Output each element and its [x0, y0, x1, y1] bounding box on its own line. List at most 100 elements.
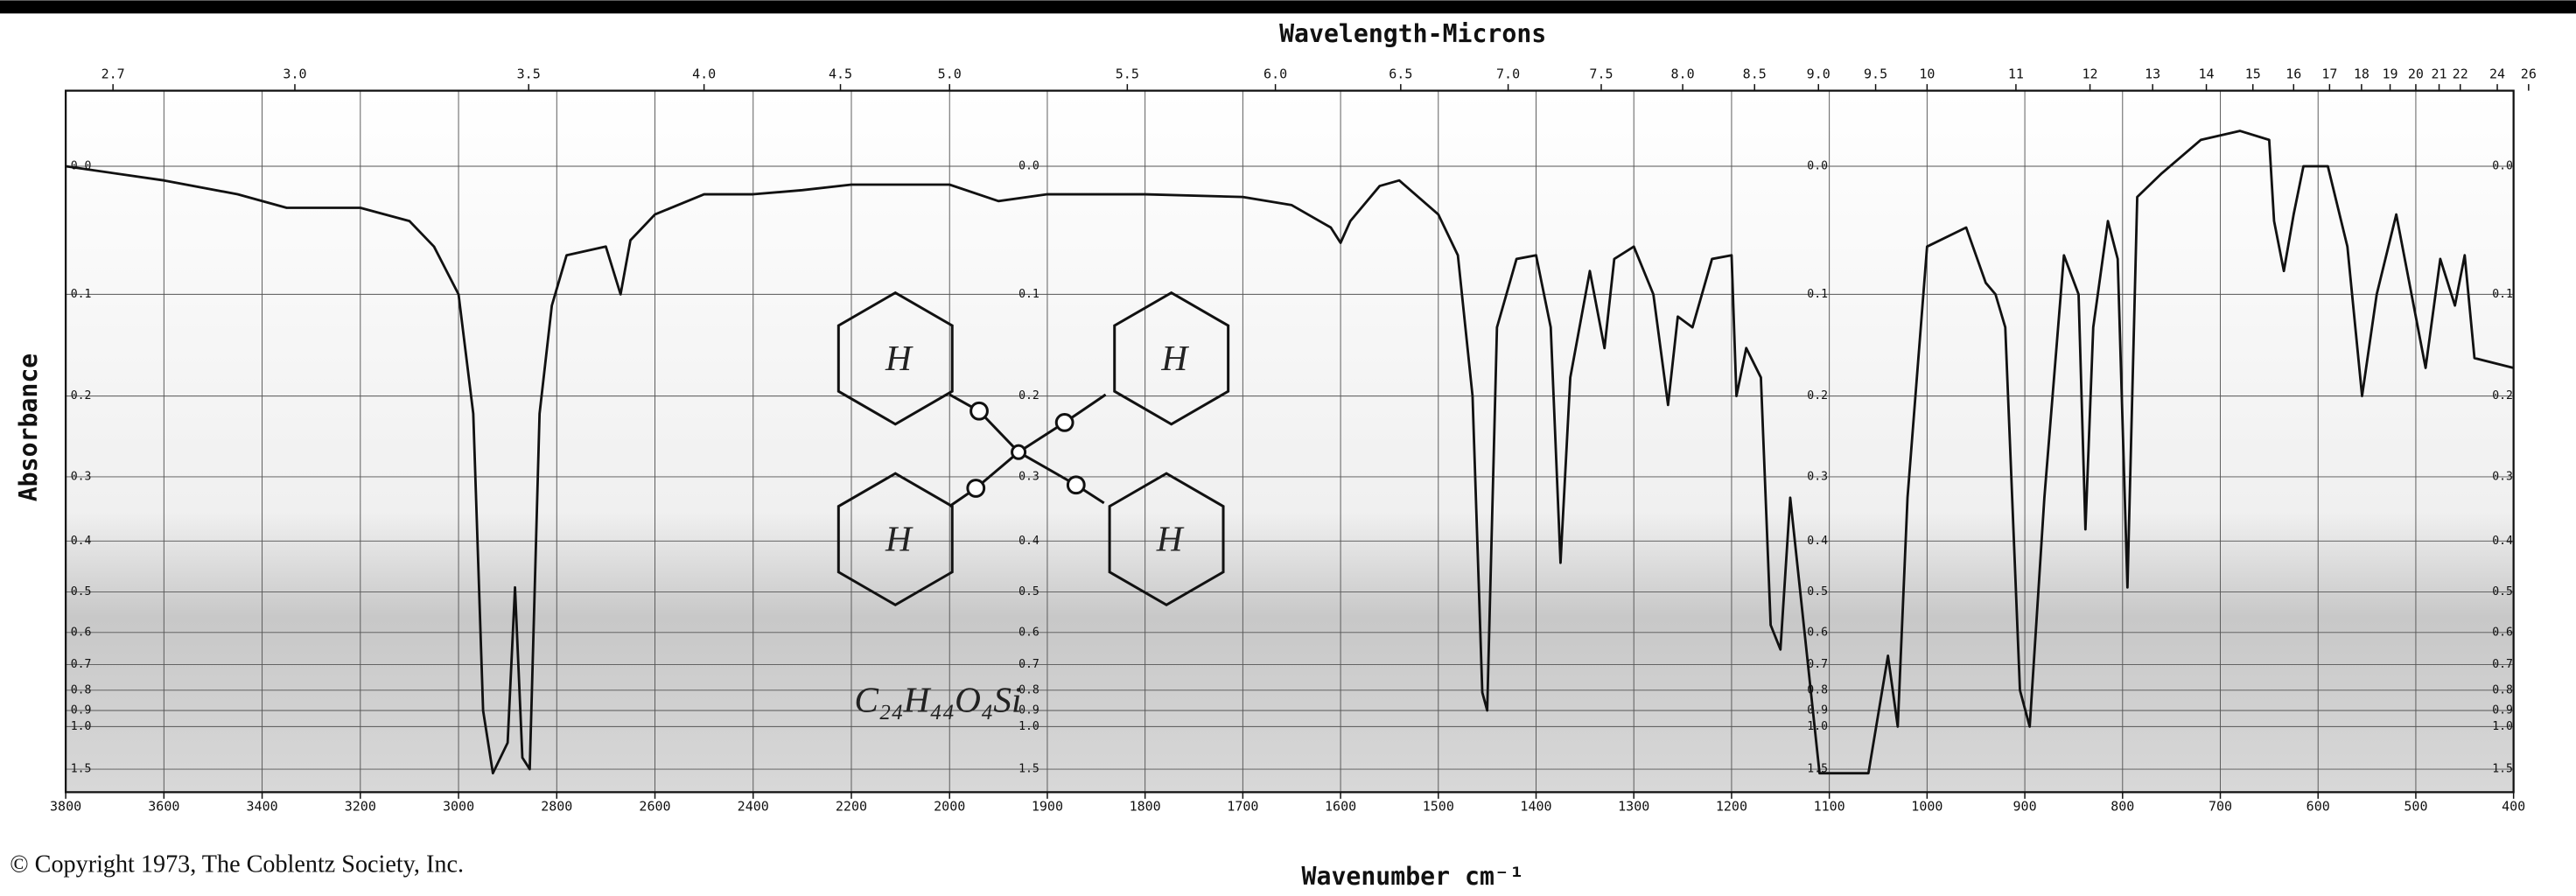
y-axis-title: Absorbance	[14, 354, 43, 502]
spectrum-line	[65, 130, 2514, 775]
y-tick-label: 0.6	[71, 626, 92, 639]
ring-label: H	[1156, 518, 1185, 558]
y-tick-label: 0.2	[1018, 389, 1040, 402]
y-tick-label: 0.7	[2492, 658, 2513, 671]
y-tick-label: 0.5	[2492, 585, 2513, 598]
y-tick-label: 0.9	[2492, 704, 2513, 717]
oxygen	[970, 401, 989, 421]
y-tick-label: 1.0	[71, 720, 92, 733]
y-tick-label: 0.9	[71, 704, 92, 717]
x-tick-label: 2800	[541, 799, 572, 815]
y-tick-label: 0.0	[1807, 160, 1828, 173]
y-tick-label: 0.8	[1018, 683, 1040, 696]
y-tick-label: 1.0	[2492, 720, 2513, 733]
x2-tick-label: 10	[1919, 66, 1935, 81]
ring	[1113, 290, 1230, 426]
x-tick-label: 1600	[1325, 799, 1356, 815]
y-tick-label: 0.9	[1018, 704, 1040, 717]
x-tick-label: 1000	[1911, 799, 1942, 815]
x2-tick-label: 21	[2431, 66, 2446, 81]
x2-tick-label: 4.0	[692, 66, 716, 81]
y-tick-label: 0.0	[2492, 160, 2513, 173]
x-tick-label: 1300	[1618, 799, 1649, 815]
x2-tick-label: 6.5	[1389, 66, 1412, 81]
x-tick-label: 2600	[639, 799, 670, 815]
x-tick-label: 1800	[1130, 799, 1161, 815]
y-tick-label: 1.5	[2492, 763, 2513, 776]
x2-tick-label: 9.0	[1807, 66, 1830, 81]
x-tick-label: 700	[2208, 799, 2232, 815]
x2-tick-label: 11	[2008, 66, 2024, 81]
oxygen	[1054, 413, 1074, 432]
y-tick-label: 1.0	[1018, 720, 1040, 733]
ring	[1108, 472, 1225, 607]
x2-tick-label: 26	[2521, 66, 2537, 81]
x2-tick-label: 22	[2453, 66, 2468, 81]
x2-tick-label: 7.0	[1496, 66, 1520, 81]
x2-tick-label: 16	[2286, 66, 2301, 81]
x2-tick-label: 5.0	[938, 66, 962, 81]
x-tick-label: 3600	[148, 799, 179, 815]
y-tick-label: 0.7	[71, 658, 92, 671]
y-tick-label: 0.0	[1018, 160, 1040, 173]
y-tick-label: 0.8	[1807, 683, 1828, 696]
x2-tick-label: 17	[2321, 66, 2337, 81]
y-tick-label: 1.5	[1018, 763, 1040, 776]
copyright: © Copyright 1973, The Coblentz Society, …	[10, 850, 464, 878]
y-tick-label: 0.5	[1807, 585, 1828, 598]
x-tick-label: 2200	[836, 799, 867, 815]
x-tick-label: 3000	[443, 799, 474, 815]
x2-tick-label: 15	[2245, 66, 2261, 81]
y-tick-label: 0.3	[2492, 470, 2513, 483]
x2-tick-label: 6.0	[1264, 66, 1287, 81]
x-tick-label: 1700	[1227, 799, 1258, 815]
x2-tick-label: 3.0	[283, 66, 306, 81]
x-tick-label: 1200	[1716, 799, 1747, 815]
x2-tick-label: 14	[2199, 66, 2215, 81]
x-tick-label: 3200	[345, 799, 376, 815]
x2-tick-label: 8.5	[1743, 66, 1767, 81]
x-tick-label: 400	[2502, 799, 2525, 815]
y-tick-label: 0.5	[71, 585, 92, 598]
ring	[836, 290, 954, 426]
x-tick-label: 800	[2110, 799, 2134, 815]
x2-tick-label: 8.0	[1671, 66, 1695, 81]
y-tick-label: 0.2	[71, 389, 92, 402]
bottom-axis-title: Wavenumber cm⁻¹	[1302, 862, 1524, 891]
top-border	[0, 0, 2576, 14]
plot-frame	[64, 89, 2515, 794]
ring	[836, 472, 954, 607]
y-tick-label: 1.5	[1807, 763, 1828, 776]
x-tick-label: 600	[2306, 799, 2330, 815]
x-tick-label: 3800	[50, 799, 81, 815]
marks	[65, 84, 2530, 799]
grid	[65, 90, 2515, 793]
x2-tick-label: 9.5	[1864, 66, 1887, 81]
y-tick-label: 0.7	[1807, 658, 1828, 671]
x2-tick-label: 7.5	[1589, 66, 1613, 81]
y-tick-label: 0.9	[1807, 704, 1828, 717]
formula: C₂₄H₄₄O₄Si	[854, 679, 1021, 719]
x2-tick-label: 5.5	[1116, 66, 1139, 81]
y-tick-label: 0.3	[71, 470, 92, 483]
x-tick-label: 3400	[246, 799, 277, 815]
y-tick-label: 0.8	[2492, 683, 2513, 696]
x-tick-label: 2000	[934, 799, 965, 815]
y-tick-label: 0.2	[1807, 389, 1828, 402]
y-tick-label: 0.3	[1018, 470, 1040, 483]
x-tick-label: 1500	[1423, 799, 1454, 815]
center-atom	[1011, 444, 1027, 460]
y-tick-label: 0.1	[71, 288, 92, 301]
x2-tick-label: 3.5	[517, 66, 541, 81]
x-tick-label: 1900	[1032, 799, 1063, 815]
oxygen	[966, 479, 986, 498]
y-tick-label: 0.4	[2492, 535, 2513, 548]
y-tick-label: 0.3	[1807, 470, 1828, 483]
ring-label: H	[885, 518, 914, 558]
x2-tick-label: 12	[2082, 66, 2098, 81]
structure-drawing: H H H H	[836, 290, 1230, 607]
x2-tick-label: 20	[2408, 66, 2424, 81]
y-tick-label: 1.5	[71, 763, 92, 776]
y-tick-label: 0.4	[1018, 535, 1040, 548]
x2-tick-label: 24	[2489, 66, 2505, 81]
